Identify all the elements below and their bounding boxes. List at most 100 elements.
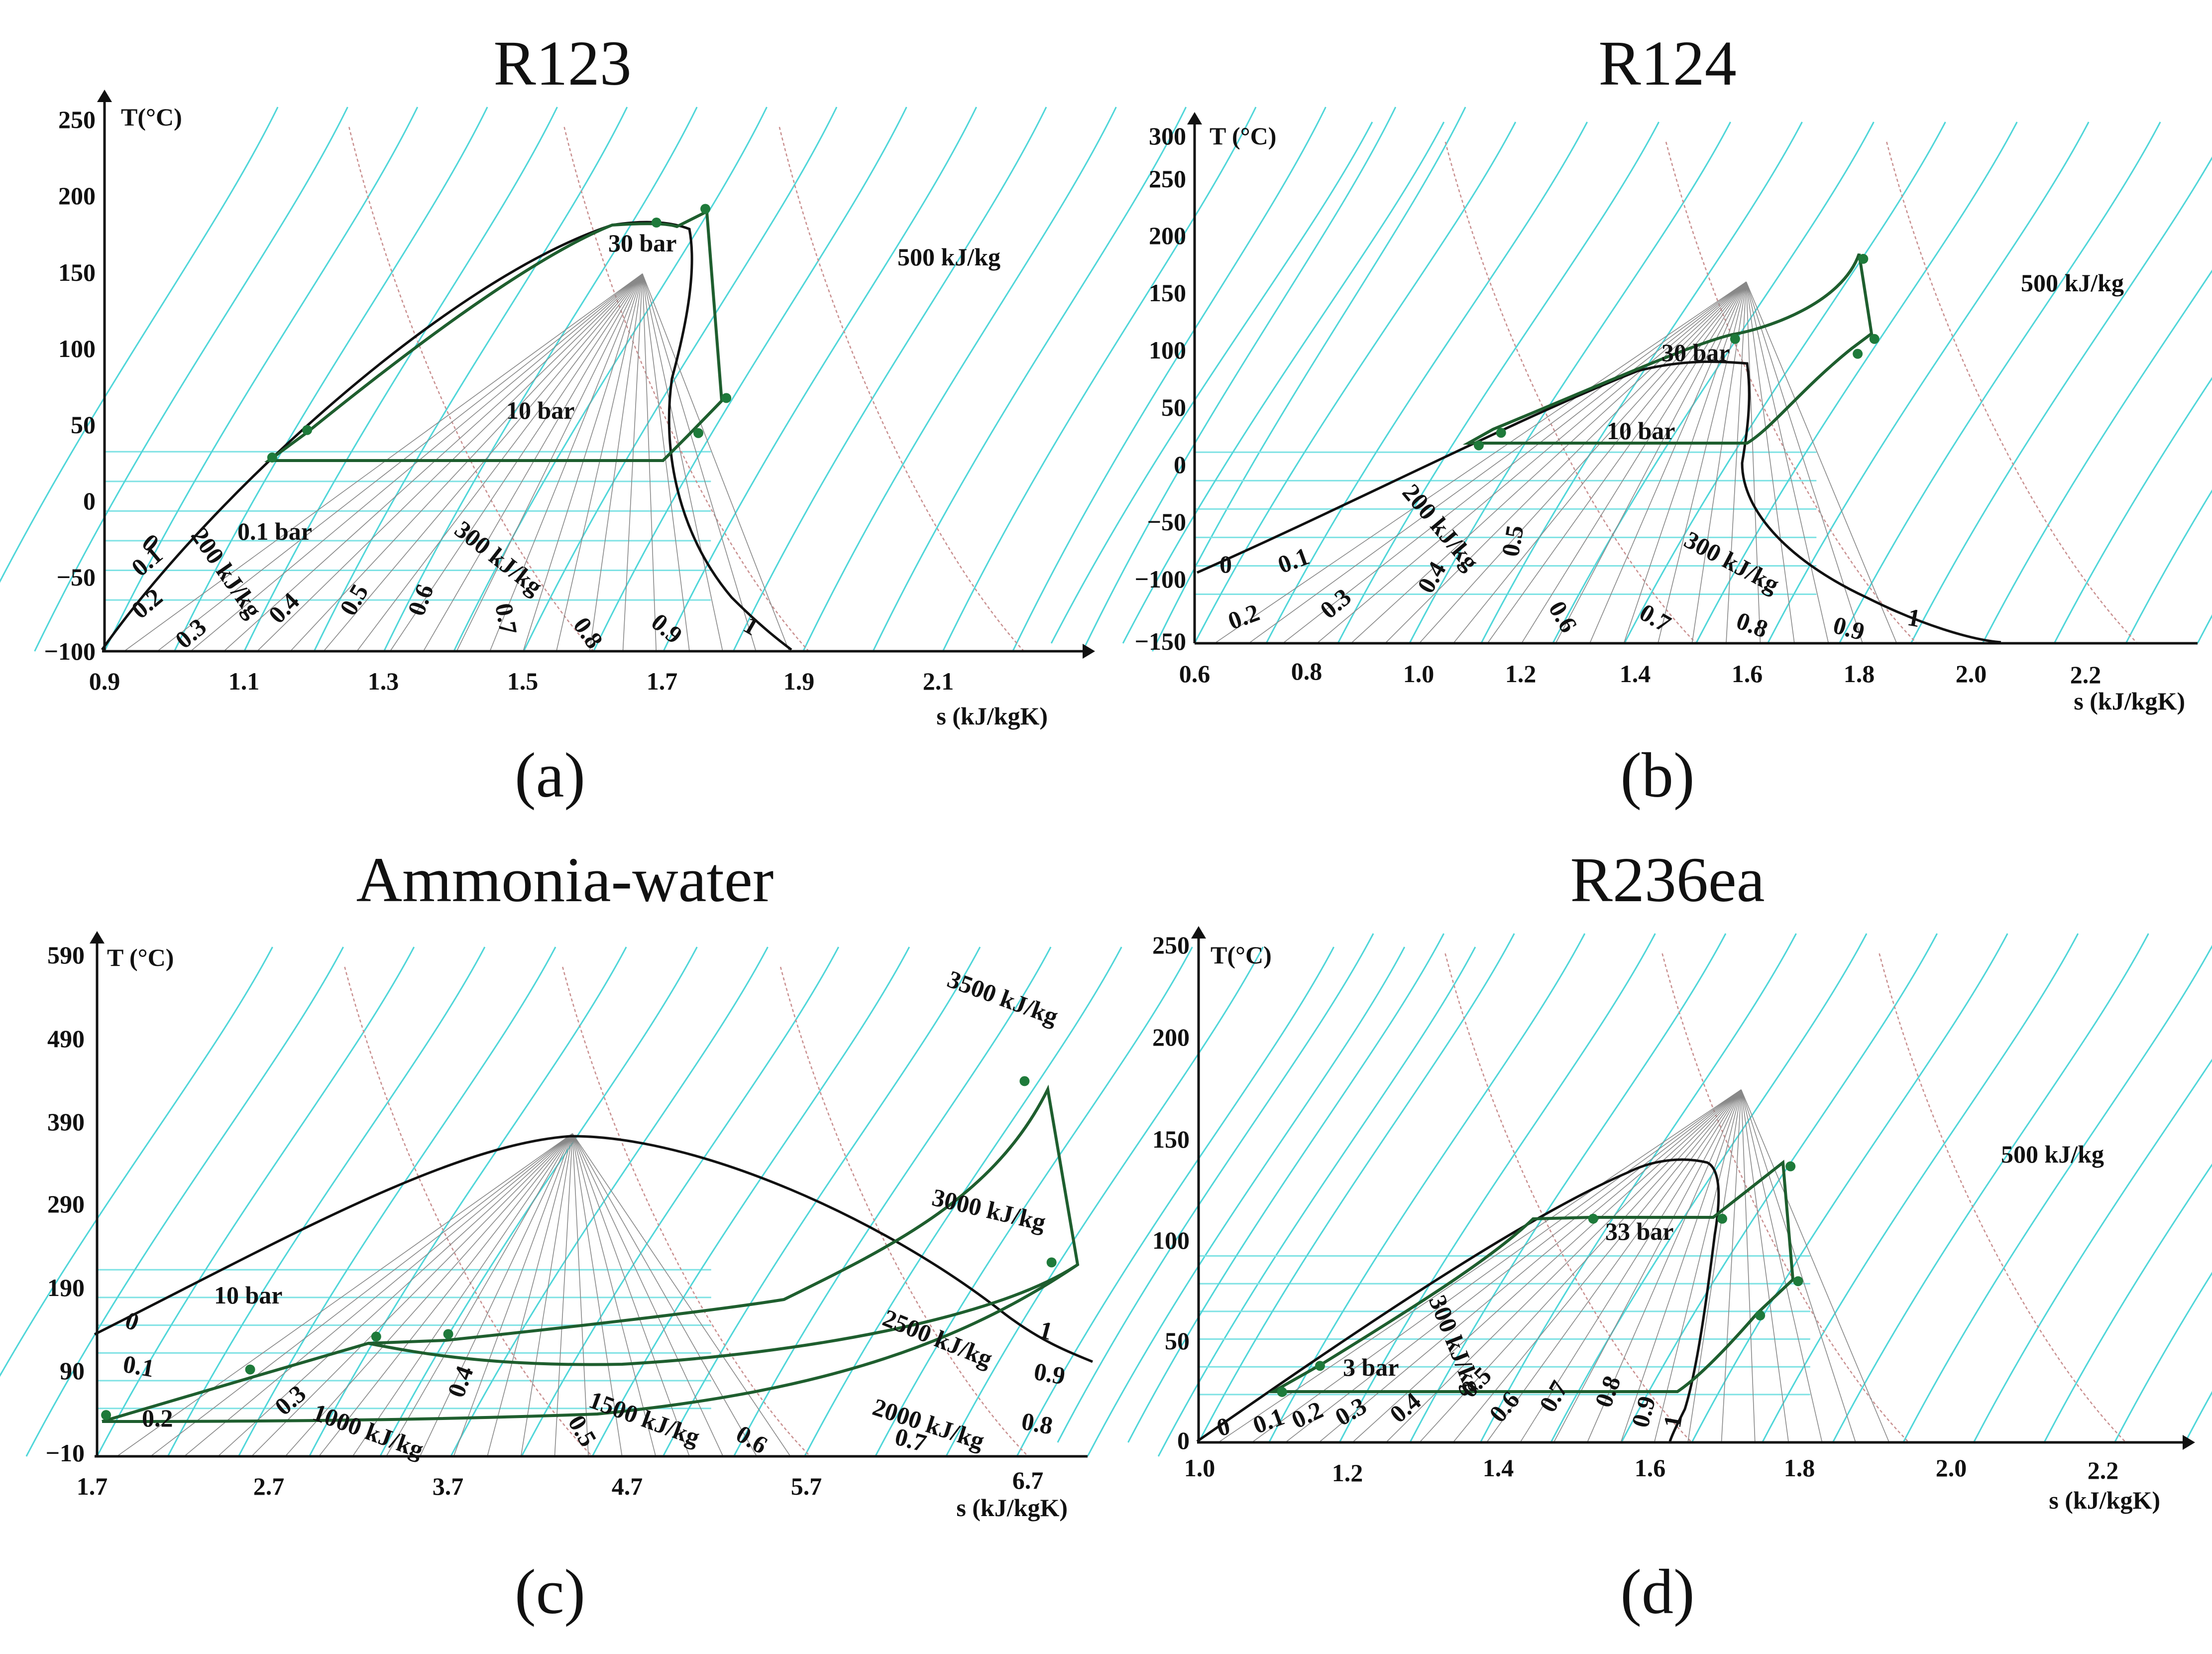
panel-c-x-tick: 2.7	[253, 1472, 285, 1500]
panel-c-isobar-line	[0, 946, 273, 1377]
panel-a-isobar-line	[942, 107, 1257, 652]
panel-b-quality-label: 0	[1219, 550, 1232, 578]
panel-c-isobar-line	[875, 946, 1193, 1457]
panel-a-y-tick: 50	[71, 411, 96, 439]
panel-c-quality-line	[572, 1133, 657, 1457]
panel-a-quality-line	[123, 273, 643, 652]
panel-d-x-tick: 1.8	[1784, 1454, 1815, 1482]
panel-b-cycle-point	[1473, 440, 1484, 451]
panel-c-quality-line	[352, 1133, 573, 1457]
panel-a-y-tick: 150	[58, 258, 96, 286]
panel-b-quality-line	[1521, 281, 1747, 644]
panel-d-quality-line	[1741, 1089, 1856, 1443]
panel-b-title: R124	[1598, 28, 1736, 99]
panel-d-isenthalp-line	[1661, 953, 1909, 1443]
panel-c-y-tick: −10	[46, 1439, 85, 1467]
panel-a-isobar-line	[313, 107, 628, 652]
panel-c-quality-line	[572, 1133, 623, 1457]
panel-d-isenthalp-line	[1444, 953, 1692, 1443]
panel-b-isenthalp-line	[1444, 141, 1697, 644]
panel-b-quality-line	[1317, 281, 1747, 644]
panel-c-x-tick: 4.7	[612, 1472, 643, 1500]
panel-a-cycle-point	[700, 204, 711, 214]
panel-b-caption: (b)	[1620, 740, 1694, 811]
panel-a-y-label: T(°C)	[121, 103, 182, 131]
panel-c-isobar-line	[96, 946, 415, 1457]
panel-a-annotation: 500 kJ/kg	[897, 243, 1000, 271]
panel-a-annotation: 10 bar	[506, 396, 575, 424]
panel-a-x-tick: 0.9	[89, 667, 120, 695]
panel-d-plot	[1057, 926, 2212, 1450]
panel-b-quality-line	[1350, 281, 1747, 644]
panel-a-quality-line	[642, 273, 723, 652]
panel-a-isobar-line	[34, 107, 348, 652]
panel-c-quality-label: 0.9	[1032, 1357, 1067, 1390]
panel-b-x-tick: 2.0	[1956, 660, 1987, 688]
panel-d-y-label: T(°C)	[1211, 941, 1272, 969]
panel-c-y-tick: 590	[47, 941, 85, 969]
panel-c-quality-line	[453, 1133, 573, 1457]
panel-c-annotation: 3500 kJ/kg	[944, 965, 1062, 1031]
panel-a-quality-line	[456, 273, 643, 652]
panel-c-isobar-line	[25, 946, 344, 1457]
panel-c-cycle-point	[1046, 1257, 1057, 1268]
panel-c-x-tick: 3.7	[433, 1472, 464, 1500]
panel-a-x-ticks: 0.9 1.1 1.3 1.5 1.7 1.9 2.1	[89, 667, 954, 695]
panel-b-isobar-line	[1480, 121, 1803, 644]
panel-d-quality-line	[1452, 1089, 1742, 1443]
panel-d-isobar-line	[1409, 933, 1727, 1443]
panel-b-y-label: T (°C)	[1210, 122, 1276, 150]
panel-b-isobar-line	[1695, 121, 2018, 644]
panel-a-x-tick: 2.1	[923, 667, 954, 695]
panel-c-y-tick: 390	[47, 1108, 85, 1136]
panel-a-isobar-line	[663, 107, 978, 652]
panel-a-cycle-point	[651, 218, 662, 228]
panel-b-y-tick: 0	[1174, 451, 1186, 478]
panel-d-x-tick: 1.2	[1332, 1459, 1363, 1487]
panel-a-isobar-line	[104, 107, 419, 652]
panel-c-quality-line	[554, 1133, 573, 1457]
panel-d-isobar-line	[1902, 945, 2212, 1443]
panel-d-quality-labels: 0 0.1 0.2 0.3 0.4 0.5 0.6 0.7 0.8 0.9 1	[1214, 1361, 1687, 1442]
panel-a-isobar-line	[1082, 107, 1397, 652]
panel-a-quality-label: 0.5	[334, 579, 374, 620]
panel-c-x-ticks: 1.7 2.7 3.7 4.7 5.7 6.7	[77, 1466, 1044, 1500]
panel-a-x-tick: 1.3	[368, 667, 399, 695]
panel-a-isobar-line	[593, 107, 907, 652]
panel-b-quality-label: 0.1	[1274, 542, 1313, 579]
panel-a-isobar-line	[872, 107, 1187, 652]
panel-b-quality-line	[1453, 281, 1747, 644]
panel-d-isobar-line	[2043, 1163, 2212, 1443]
panel-c-annotation: 10 bar	[214, 1281, 283, 1309]
panel-b-quality-label: 0.3	[1315, 583, 1356, 624]
panel-b-cycle-point	[1869, 334, 1880, 344]
panel-d-y-tick: 100	[1152, 1226, 1190, 1254]
panel-c-isobar-line	[521, 946, 839, 1457]
panel-b-x-tick: 1.0	[1403, 660, 1435, 688]
panel-c-quality-line	[572, 1133, 758, 1457]
panel-a-quality-label: 0.8	[568, 612, 609, 653]
panel-d-isobar-line	[2184, 1391, 2212, 1443]
panel-a-cycle-point	[721, 393, 732, 403]
panel-a-y-tick: −50	[57, 563, 96, 591]
panel-b-cycle-point	[1858, 253, 1869, 264]
panel-b-annotation: 30 bar	[1661, 339, 1730, 366]
panel-d-quality-line	[1218, 1089, 1742, 1443]
panel-a-cycle-point	[693, 428, 704, 438]
panel-d-x-tick: 2.2	[2088, 1456, 2119, 1484]
panel-c-cycle-point	[245, 1364, 255, 1375]
panel-d-y-tick: 200	[1152, 1023, 1190, 1051]
panel-c-cycle-point	[443, 1329, 453, 1339]
panel-d-isobar-line	[1691, 933, 2008, 1443]
panel-d-quality-line	[1352, 1089, 1742, 1443]
panel-b-quality-line	[1746, 281, 1829, 644]
panel-c-y-tick: 90	[60, 1357, 85, 1385]
panel-d-quality-line	[1486, 1089, 1742, 1443]
panel-c-isobar-line	[309, 946, 627, 1457]
panel-b-quality-line	[1746, 281, 1897, 644]
panel-c-caption: (c)	[515, 1556, 585, 1627]
panel-a-quality-line	[622, 273, 643, 652]
panel-a-quality-line	[642, 273, 757, 652]
panel-b-quality-line	[1623, 281, 1747, 644]
panel-a-quality-label: 0.7	[490, 601, 523, 636]
